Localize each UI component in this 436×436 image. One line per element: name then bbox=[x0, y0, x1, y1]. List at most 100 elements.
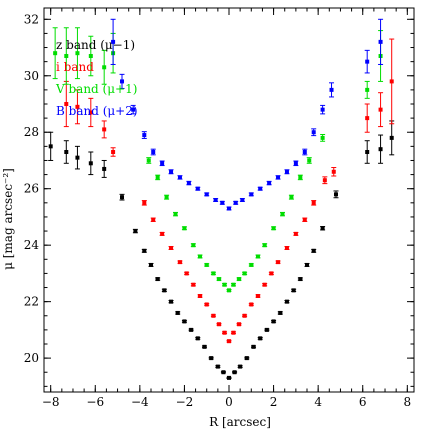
data-point bbox=[284, 169, 289, 174]
data-point bbox=[155, 277, 160, 282]
data-point bbox=[88, 161, 93, 166]
x-tick-label: −2 bbox=[176, 395, 194, 409]
data-point bbox=[222, 330, 227, 335]
plot-frame bbox=[43, 7, 415, 393]
y-tick-label: 26 bbox=[24, 182, 39, 196]
data-point bbox=[175, 310, 180, 315]
data-point bbox=[142, 200, 147, 205]
data-point bbox=[237, 322, 242, 327]
data-point bbox=[307, 158, 312, 163]
x-axis: −8 −6 −4 −2 0 2 4 6 8 bbox=[42, 8, 411, 409]
data-point bbox=[182, 226, 187, 231]
data-point bbox=[276, 260, 281, 265]
data-point bbox=[237, 277, 242, 282]
data-point bbox=[160, 231, 165, 236]
data-point bbox=[278, 310, 283, 315]
data-point bbox=[244, 356, 249, 361]
data-point bbox=[365, 87, 370, 92]
data-point bbox=[216, 322, 221, 327]
data-point bbox=[269, 271, 274, 276]
data-point bbox=[289, 195, 294, 200]
legend-entry: V band (μ+1) bbox=[55, 82, 137, 96]
data-point bbox=[142, 248, 147, 253]
x-tick-label: 2 bbox=[270, 395, 278, 409]
data-point bbox=[227, 375, 231, 380]
data-point bbox=[195, 336, 200, 341]
y-tick-label: 20 bbox=[24, 351, 39, 365]
data-point bbox=[151, 150, 156, 154]
data-point bbox=[389, 79, 394, 84]
data-point bbox=[365, 150, 370, 154]
data-point bbox=[227, 206, 231, 211]
data-point bbox=[311, 130, 316, 135]
data-point bbox=[162, 288, 167, 293]
data-point bbox=[198, 254, 203, 259]
y-tick-label: 24 bbox=[24, 238, 40, 252]
data-point bbox=[169, 299, 174, 304]
data-point bbox=[232, 370, 237, 375]
legend-entry: B band (μ+2) bbox=[56, 104, 138, 118]
x-tick-label: 6 bbox=[359, 395, 367, 409]
data-point bbox=[322, 178, 327, 183]
x-tick-label: −8 bbox=[42, 395, 60, 409]
data-point bbox=[155, 175, 160, 180]
data-point bbox=[291, 288, 296, 293]
data-point bbox=[64, 102, 69, 106]
data-point bbox=[293, 231, 298, 236]
legend-entry: z band (μ−1) bbox=[56, 38, 135, 52]
data-point bbox=[211, 313, 216, 318]
data-point bbox=[249, 302, 254, 307]
x-tick-label: −4 bbox=[131, 395, 149, 409]
data-point bbox=[120, 79, 125, 84]
data-point bbox=[320, 226, 325, 231]
data-point bbox=[329, 87, 334, 92]
data-point bbox=[164, 195, 169, 200]
data-point bbox=[191, 282, 196, 287]
y-tick-label: 22 bbox=[24, 295, 39, 309]
data-point bbox=[120, 195, 125, 200]
data-point bbox=[293, 161, 298, 166]
data-point bbox=[242, 313, 247, 318]
data-point bbox=[231, 282, 236, 287]
data-point bbox=[284, 246, 289, 250]
data-point bbox=[88, 110, 93, 115]
data-point bbox=[102, 166, 107, 171]
series-3 bbox=[110, 18, 384, 211]
data-point bbox=[276, 175, 281, 180]
y-axis-label: μ [mag arcsec⁻²] bbox=[1, 168, 15, 270]
data-point bbox=[222, 282, 227, 287]
data-point bbox=[271, 319, 276, 324]
legend: z band (μ−1) i band V band (μ+1) B band (μ+… bbox=[55, 38, 138, 118]
data-point bbox=[202, 344, 207, 349]
data-point bbox=[240, 198, 245, 202]
x-tick-label: 8 bbox=[403, 395, 411, 409]
data-point bbox=[160, 161, 165, 166]
data-point bbox=[389, 135, 394, 140]
data-point bbox=[148, 262, 153, 267]
data-point bbox=[221, 370, 226, 375]
series-2 bbox=[52, 27, 384, 293]
data-point bbox=[204, 262, 209, 267]
data-point bbox=[48, 144, 53, 149]
data-point bbox=[151, 217, 156, 222]
data-point bbox=[305, 262, 310, 267]
data-point bbox=[231, 330, 236, 335]
data-point bbox=[242, 271, 247, 276]
data-point bbox=[302, 217, 307, 222]
data-point bbox=[378, 147, 383, 152]
data-point bbox=[209, 356, 214, 361]
data-point bbox=[169, 169, 174, 174]
data-point bbox=[204, 302, 209, 307]
data-point bbox=[249, 262, 254, 267]
data-point bbox=[320, 135, 325, 140]
data-point bbox=[262, 243, 267, 248]
data-point bbox=[75, 155, 80, 160]
data-point bbox=[64, 150, 69, 154]
data-point bbox=[238, 364, 243, 369]
legend-entry: i band bbox=[56, 60, 94, 74]
y-tick-label: 30 bbox=[24, 69, 39, 83]
data-point bbox=[75, 104, 80, 109]
data-point bbox=[173, 212, 178, 217]
data-point bbox=[198, 294, 203, 298]
